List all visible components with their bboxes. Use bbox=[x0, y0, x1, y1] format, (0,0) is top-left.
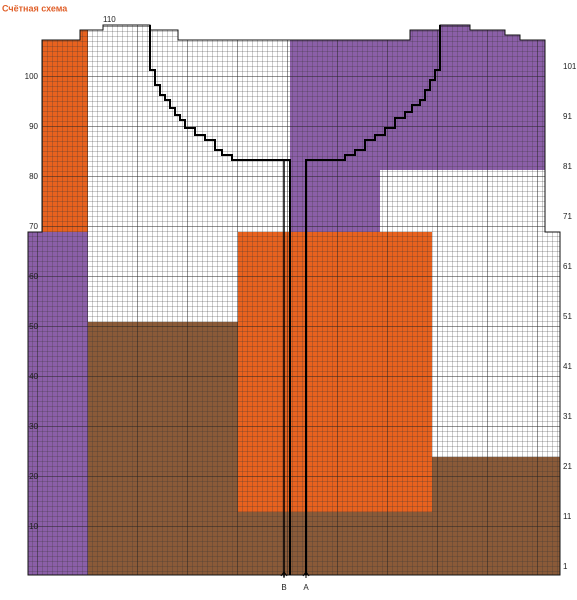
row-label: 30 bbox=[29, 422, 38, 431]
row-label: 10 bbox=[29, 522, 38, 531]
row-label: 71 bbox=[563, 212, 572, 221]
marker-label: B bbox=[281, 583, 286, 592]
row-label: 11 bbox=[563, 512, 572, 521]
row-label: 100 bbox=[25, 72, 39, 81]
outline bbox=[27, 24, 561, 576]
row-label: 101 bbox=[563, 62, 577, 71]
marker-label: A bbox=[303, 583, 309, 592]
row-label: 91 bbox=[563, 112, 572, 121]
row-label: 50 bbox=[29, 322, 38, 331]
row-label: 110 bbox=[103, 15, 116, 24]
row-label: 1 bbox=[563, 562, 568, 571]
row-label: 51 bbox=[563, 312, 572, 321]
row-label: 21 bbox=[563, 462, 572, 471]
marker-arrows bbox=[280, 571, 310, 578]
row-label: 20 bbox=[29, 472, 38, 481]
row-label: 31 bbox=[563, 412, 572, 421]
coarse-grid bbox=[28, 25, 560, 575]
row-label: 70 bbox=[29, 222, 38, 231]
labels: 110 100 90 80 70 60 50 40 30 20 10 101 91 81 71 61 51 41 3… bbox=[25, 15, 577, 592]
row-label: 40 bbox=[29, 372, 38, 381]
row-label: 61 bbox=[563, 262, 572, 271]
row-label: 60 bbox=[29, 272, 38, 281]
row-label: 81 bbox=[563, 162, 572, 171]
neckline-left bbox=[149, 25, 291, 575]
row-label: 41 bbox=[563, 362, 572, 371]
neckline-right bbox=[305, 25, 441, 575]
row-label: 80 bbox=[29, 172, 38, 181]
title: Счётная схема bbox=[2, 3, 68, 13]
chart-body bbox=[28, 25, 560, 575]
row-label: 90 bbox=[29, 122, 38, 131]
